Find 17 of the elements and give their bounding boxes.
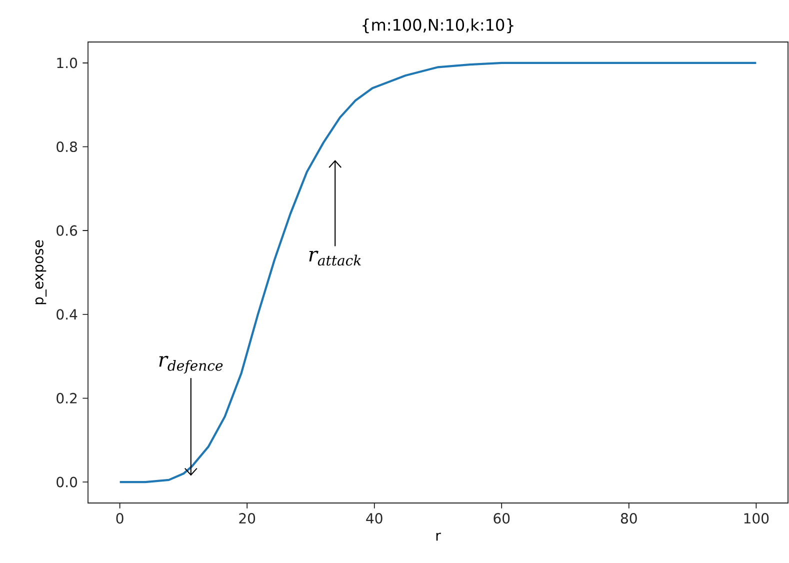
y-axis-title: p_expose	[35, 240, 47, 304]
x-tick-label: 60	[494, 513, 510, 524]
annotation: r$_{defence}$	[159, 356, 223, 374]
y-tick-label: 1.0	[57, 58, 78, 68]
y-tick-label: 0.4	[56, 309, 78, 320]
x-tick-label: 0	[116, 513, 124, 524]
x-tick-label: 80	[620, 513, 637, 524]
x-axis-title: r	[436, 532, 441, 541]
x-tick-label: 100	[744, 513, 769, 524]
y-tick-label: 0.2	[56, 392, 77, 404]
annotation: r$_{attack}$	[309, 250, 361, 266]
x-tick-label: 20	[239, 513, 256, 524]
y-tick-label: 0.6	[56, 225, 78, 236]
x-tick-label: 40	[366, 513, 382, 524]
y-tick-label: 0.8	[56, 141, 77, 152]
chart-title: {m:100,N:10,k:10}	[362, 18, 514, 34]
y-tick-label: 0.0	[56, 476, 78, 488]
